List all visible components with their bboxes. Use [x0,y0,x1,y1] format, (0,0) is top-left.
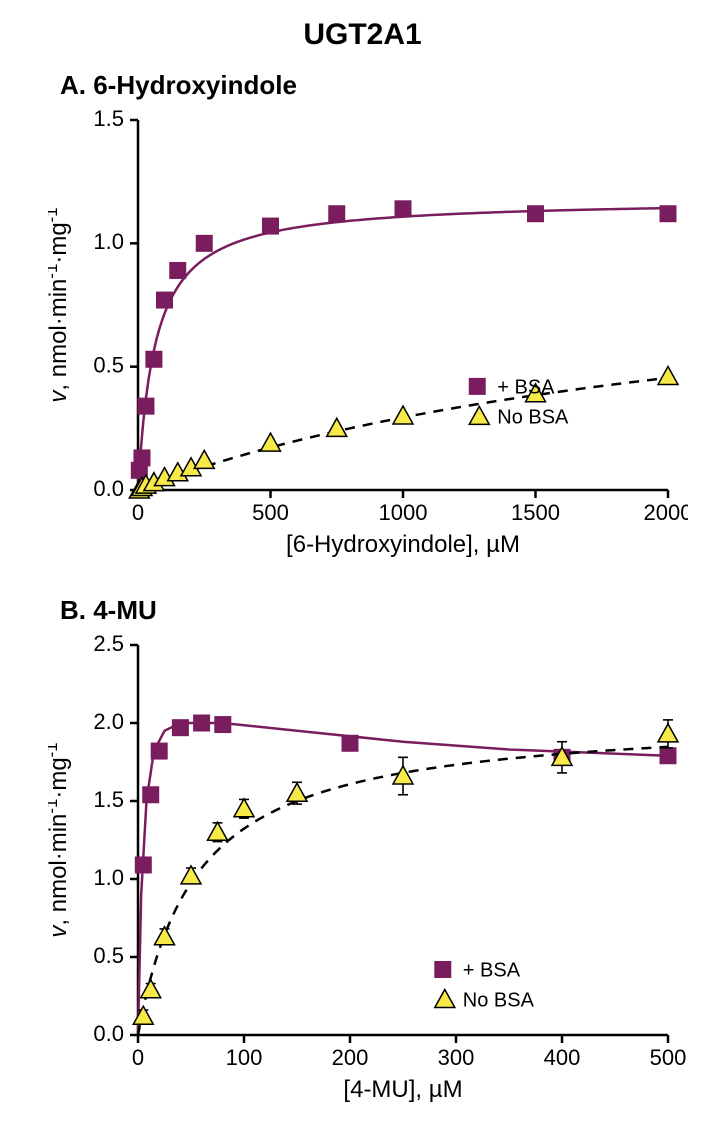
svg-text:400: 400 [544,1045,581,1070]
marker-triangle [287,783,307,801]
marker-triangle [141,980,161,998]
svg-text:100: 100 [226,1045,263,1070]
marker-triangle [658,367,678,385]
marker-square [329,206,345,222]
marker-triangle [208,822,228,840]
marker-triangle [234,799,254,817]
svg-text:500: 500 [650,1045,687,1070]
marker-square [215,717,231,733]
marker-square [151,743,167,759]
svg-text:[4-MU], µM: [4-MU], µM [343,1076,462,1103]
panel-title-A: A. 6-Hydroxyindole [60,70,297,101]
marker-triangle [181,866,201,884]
plot-A: 0 500 1000 1500 2000 0.0 0.5 1.0 1.5 [6-Hydroxyin… [48,110,688,560]
marker-triangle [133,1006,153,1024]
svg-text:2.0: 2.0 [93,709,124,734]
marker-square [138,398,154,414]
svg-text:2000: 2000 [644,500,688,525]
svg-text:300: 300 [438,1045,475,1070]
svg-text:0.5: 0.5 [93,352,124,377]
svg-text:0: 0 [132,1045,144,1070]
marker-square [196,235,212,251]
svg-text:1500: 1500 [511,500,560,525]
marker-square [660,206,676,222]
curve-plus-bsa [138,208,668,490]
svg-text:0.0: 0.0 [93,1021,124,1046]
marker-square [134,450,150,466]
panel-title-B: B. 4-MU [60,595,157,626]
svg-text:1.0: 1.0 [93,865,124,890]
figure-page: UGT2A1 A. 6-Hydroxyindole050010001500200… [0,0,725,1140]
svg-text:2.5: 2.5 [93,635,124,656]
marker-square [135,857,151,873]
marker-square [157,292,173,308]
svg-text:+ BSA: + BSA [463,959,521,981]
svg-text:500: 500 [252,500,289,525]
marker-triangle [393,406,413,424]
svg-text:1.0: 1.0 [93,229,124,254]
marker-triangle [658,724,678,742]
svg-text:1.5: 1.5 [93,787,124,812]
svg-text:[6-Hydroxyindole], µM: [6-Hydroxyindole], µM [286,531,520,558]
marker-square [170,262,186,278]
marker-square [528,206,544,222]
svg-text:v, nmol·min-1·mg-1: v, nmol·min-1·mg-1 [48,742,72,937]
svg-text:No BSA: No BSA [463,989,535,1011]
svg-text:+ BSA: + BSA [497,376,555,398]
marker-square [342,735,358,751]
svg-text:1000: 1000 [379,500,428,525]
marker-square [395,201,411,217]
marker-square [146,351,162,367]
svg-text:0: 0 [132,500,144,525]
marker-square [172,720,188,736]
marker-triangle [261,433,281,451]
marker-square [263,218,279,234]
marker-square [660,748,676,764]
main-title: UGT2A1 [0,18,725,52]
marker-square [194,715,210,731]
marker-triangle [155,927,175,945]
marker-triangle [194,450,214,468]
curve-no-bsa [138,378,668,490]
svg-text:200: 200 [332,1045,369,1070]
svg-text:v, nmol·min-1·mg-1: v, nmol·min-1·mg-1 [48,207,72,402]
marker-triangle [327,418,347,436]
svg-text:No BSA: No BSA [497,406,569,428]
marker-square [143,787,159,803]
svg-text:1.5: 1.5 [93,110,124,131]
svg-text:0.5: 0.5 [93,943,124,968]
svg-text:0.0: 0.0 [93,476,124,501]
plot-B: 0 100 200 300 400 500 0.0 0.5 1.0 1.5 2.0 2.5 [4-MU]… [48,635,688,1105]
